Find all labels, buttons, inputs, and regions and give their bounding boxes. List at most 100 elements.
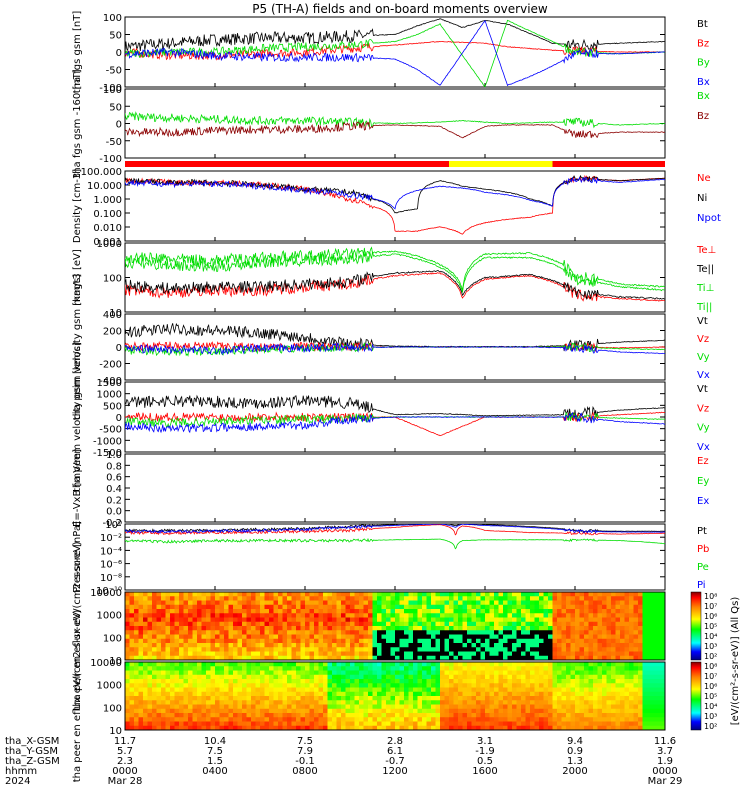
spectrogram-cell bbox=[575, 596, 580, 601]
spectrogram-cell bbox=[422, 651, 427, 657]
spectrogram-cell bbox=[296, 683, 301, 688]
spectrogram-cell bbox=[156, 674, 162, 680]
ephemeris-value: 7.5 bbox=[207, 746, 223, 757]
spectrogram-cell bbox=[273, 670, 279, 676]
spectrogram-cell bbox=[440, 647, 445, 652]
spectrogram-cell bbox=[363, 647, 369, 652]
spectrogram-cell bbox=[129, 691, 135, 697]
spectrogram-cell bbox=[597, 713, 603, 718]
spectrogram-cell bbox=[503, 643, 508, 648]
spectrogram-cell bbox=[534, 666, 540, 671]
spectrogram-cell bbox=[525, 604, 531, 610]
spectrogram-cell bbox=[363, 674, 369, 680]
spectrogram-cell bbox=[345, 704, 351, 710]
spectrogram-cell bbox=[368, 679, 373, 684]
spectrogram-cell bbox=[215, 725, 220, 731]
spectrogram-cell bbox=[638, 696, 643, 701]
spectrogram-cell bbox=[210, 634, 216, 640]
spectrogram-cell bbox=[246, 674, 252, 680]
spectrogram-cell bbox=[147, 683, 153, 688]
spectrogram-cell bbox=[539, 708, 544, 714]
spectrogram-cell bbox=[471, 647, 477, 652]
spectrogram-cell bbox=[138, 655, 144, 661]
spectrogram-cell bbox=[377, 638, 382, 644]
spectrogram-cell bbox=[633, 638, 639, 644]
colorbar-scale bbox=[690, 661, 702, 731]
spectrogram-cell bbox=[471, 713, 477, 718]
spectrogram-cell bbox=[426, 708, 432, 714]
spectrogram-cell bbox=[624, 704, 630, 710]
spectrogram-cell bbox=[318, 687, 324, 693]
spectrogram-cell bbox=[516, 596, 522, 601]
spectrogram-cell bbox=[174, 638, 180, 644]
spectrogram-cell bbox=[471, 638, 477, 644]
spectrogram-cell bbox=[179, 604, 184, 610]
spectrogram-cell bbox=[444, 662, 450, 667]
spectrogram-cell bbox=[579, 600, 585, 606]
spectrogram-cell bbox=[426, 634, 432, 640]
spectrogram-cell bbox=[350, 691, 355, 697]
spectrogram-cell bbox=[183, 679, 189, 684]
spectrogram-cell bbox=[242, 674, 247, 680]
spectrogram-cell bbox=[597, 683, 603, 688]
spectrogram-cell bbox=[417, 609, 423, 614]
spectrogram-cell bbox=[525, 592, 531, 597]
spectrogram-cell bbox=[629, 626, 634, 631]
spectrogram-cell bbox=[300, 643, 306, 648]
spectrogram-cell bbox=[633, 708, 639, 714]
spectrogram-cell bbox=[201, 643, 207, 648]
spectrogram-cell bbox=[215, 647, 220, 652]
spectrogram-cell bbox=[561, 683, 567, 688]
spectrogram-cell bbox=[242, 647, 247, 652]
spectrogram-cell bbox=[341, 725, 346, 731]
spectrogram-cell bbox=[197, 651, 202, 657]
spectrogram-cell bbox=[566, 604, 571, 610]
spectrogram-cell bbox=[408, 630, 414, 635]
spectrogram-cell bbox=[426, 683, 432, 688]
panel-5: tha peem velocity gsm [km/s] 150010005000… bbox=[72, 342, 710, 492]
spectrogram-cell bbox=[507, 713, 513, 718]
spectrogram-cell bbox=[624, 662, 630, 667]
spectrogram-cell bbox=[354, 721, 360, 727]
spectrogram-cell bbox=[561, 596, 567, 601]
y-tick-label: -1500 bbox=[93, 448, 122, 459]
spectrogram-cell bbox=[183, 613, 189, 618]
spectrogram-cell bbox=[624, 609, 630, 614]
spectrogram-cell bbox=[327, 666, 333, 671]
spectrogram-cell bbox=[543, 717, 549, 722]
spectrogram-cell bbox=[174, 725, 180, 731]
spectrogram-cell bbox=[273, 725, 279, 731]
spectrogram-cell bbox=[183, 725, 189, 731]
spectrogram-cell bbox=[633, 630, 639, 635]
spectrogram-cell bbox=[395, 647, 400, 652]
spectrogram-cell bbox=[440, 691, 445, 697]
legend-entry: Ey bbox=[697, 476, 709, 487]
spectrogram-cell bbox=[372, 634, 378, 640]
spectrogram-cell bbox=[318, 666, 324, 671]
spectrogram-cell bbox=[318, 638, 324, 644]
spectrogram-cell bbox=[341, 647, 346, 652]
spectrogram-cell bbox=[588, 670, 594, 676]
spectrogram-cell bbox=[350, 600, 355, 606]
spectrogram-cell bbox=[197, 596, 202, 601]
spectrogram-cell bbox=[548, 666, 553, 671]
spectrogram-cell bbox=[183, 666, 189, 671]
spectrogram-cell bbox=[521, 717, 526, 722]
spectrogram-cell bbox=[489, 696, 495, 701]
spectrogram-cell bbox=[219, 679, 225, 684]
spectrogram-cell bbox=[251, 696, 256, 701]
spectrogram-cell bbox=[552, 708, 558, 714]
spectrogram-cell bbox=[174, 696, 180, 701]
spectrogram-cell bbox=[548, 662, 553, 667]
spectrogram-cell bbox=[390, 717, 396, 722]
spectrogram-cell bbox=[512, 613, 517, 618]
spectrogram-cell bbox=[629, 621, 634, 627]
spectrogram-cell bbox=[516, 643, 522, 648]
spectrogram-cell bbox=[125, 634, 130, 640]
spectrogram-cell bbox=[485, 638, 490, 644]
spectrogram-cell bbox=[498, 634, 504, 640]
spectrogram-cell bbox=[638, 634, 643, 640]
spectrogram-cell bbox=[273, 655, 279, 661]
spectrogram-cell bbox=[255, 655, 261, 661]
spectrogram-cell bbox=[264, 674, 270, 680]
